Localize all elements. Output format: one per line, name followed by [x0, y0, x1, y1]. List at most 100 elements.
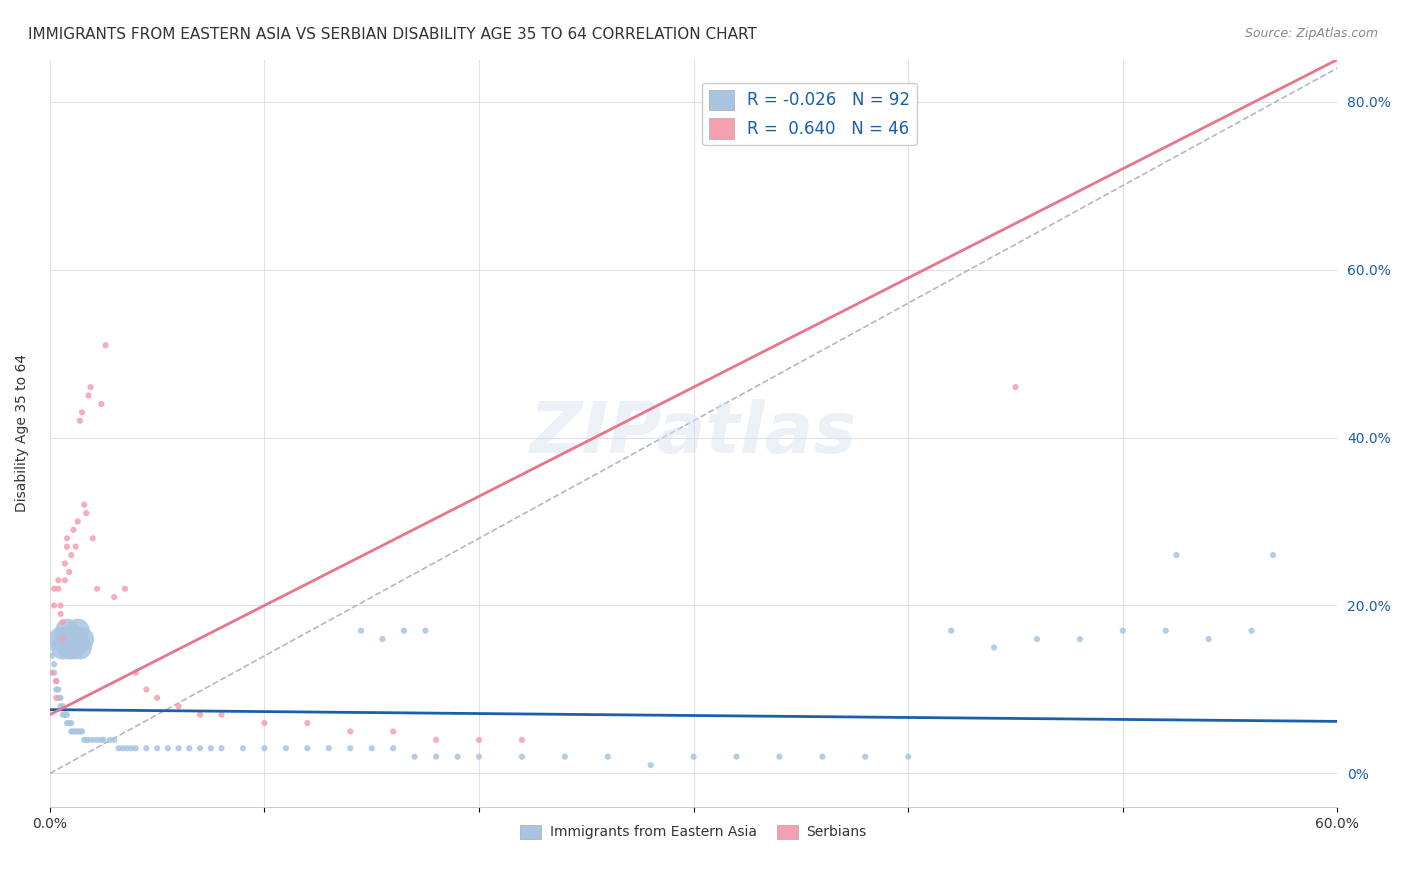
- Point: [596, 749, 619, 764]
- Point: [41, 648, 63, 663]
- Point: [339, 741, 361, 756]
- Point: [318, 741, 340, 756]
- Point: [1198, 632, 1220, 646]
- Point: [62, 523, 84, 537]
- Point: [45, 674, 67, 689]
- Point: [297, 741, 319, 756]
- Point: [52, 640, 75, 655]
- Point: [86, 732, 108, 747]
- Point: [49, 699, 72, 714]
- Point: [156, 741, 179, 756]
- Point: [1261, 548, 1284, 562]
- Point: [66, 724, 89, 739]
- Point: [1069, 632, 1091, 646]
- Point: [415, 624, 437, 638]
- Point: [468, 732, 491, 747]
- Point: [179, 741, 201, 756]
- Point: [49, 599, 72, 613]
- Point: [75, 506, 97, 520]
- Point: [1240, 624, 1263, 638]
- Y-axis label: Disability Age 35 to 64: Disability Age 35 to 64: [15, 354, 30, 512]
- Point: [48, 582, 70, 596]
- Point: [371, 632, 394, 646]
- Point: [73, 498, 96, 512]
- Point: [45, 690, 67, 705]
- Point: [983, 640, 1005, 655]
- Point: [253, 716, 276, 731]
- Legend: Immigrants from Eastern Asia, Serbians: Immigrants from Eastern Asia, Serbians: [515, 819, 872, 845]
- Point: [48, 690, 70, 705]
- Point: [42, 657, 65, 672]
- Point: [45, 682, 67, 697]
- Point: [60, 716, 83, 731]
- Point: [382, 724, 405, 739]
- Point: [468, 749, 491, 764]
- Point: [446, 749, 468, 764]
- Point: [510, 732, 533, 747]
- Point: [114, 582, 136, 596]
- Point: [58, 565, 80, 579]
- Point: [60, 632, 83, 646]
- Point: [1166, 548, 1188, 562]
- Point: [52, 707, 75, 722]
- Point: [211, 707, 233, 722]
- Point: [53, 632, 76, 646]
- Point: [70, 405, 93, 419]
- Point: [425, 732, 447, 747]
- Point: [853, 749, 876, 764]
- Point: [90, 397, 112, 411]
- Point: [70, 724, 93, 739]
- Point: [124, 741, 146, 756]
- Point: [49, 632, 72, 646]
- Text: Source: ZipAtlas.com: Source: ZipAtlas.com: [1244, 27, 1378, 40]
- Point: [65, 540, 87, 554]
- Point: [135, 741, 157, 756]
- Point: [1026, 632, 1049, 646]
- Point: [65, 724, 87, 739]
- Point: [53, 707, 76, 722]
- Point: [82, 531, 104, 545]
- Point: [1112, 624, 1135, 638]
- Text: IMMIGRANTS FROM EASTERN ASIA VS SERBIAN DISABILITY AGE 35 TO 64 CORRELATION CHAR: IMMIGRANTS FROM EASTERN ASIA VS SERBIAN …: [28, 27, 756, 42]
- Point: [56, 624, 79, 638]
- Point: [232, 741, 254, 756]
- Point: [94, 338, 117, 352]
- Point: [768, 749, 790, 764]
- Point: [58, 716, 80, 731]
- Point: [62, 640, 84, 655]
- Point: [200, 741, 222, 756]
- Point: [274, 741, 297, 756]
- Point: [1154, 624, 1177, 638]
- Point: [167, 699, 190, 714]
- Point: [253, 741, 276, 756]
- Point: [48, 682, 70, 697]
- Point: [103, 732, 125, 747]
- Point: [75, 732, 97, 747]
- Point: [120, 741, 142, 756]
- Point: [211, 741, 233, 756]
- Point: [86, 582, 108, 596]
- Point: [146, 690, 169, 705]
- Point: [167, 741, 190, 756]
- Point: [188, 741, 211, 756]
- Point: [42, 599, 65, 613]
- Point: [70, 632, 93, 646]
- Point: [79, 380, 101, 394]
- Point: [62, 724, 84, 739]
- Point: [510, 749, 533, 764]
- Point: [52, 615, 75, 630]
- Point: [56, 531, 79, 545]
- Point: [60, 724, 83, 739]
- Point: [811, 749, 834, 764]
- Point: [69, 640, 91, 655]
- Point: [146, 741, 169, 756]
- Point: [56, 707, 79, 722]
- Point: [77, 732, 100, 747]
- Point: [103, 590, 125, 604]
- Point: [60, 548, 83, 562]
- Point: [350, 624, 373, 638]
- Point: [73, 732, 96, 747]
- Point: [42, 665, 65, 680]
- Point: [554, 749, 576, 764]
- Point: [188, 707, 211, 722]
